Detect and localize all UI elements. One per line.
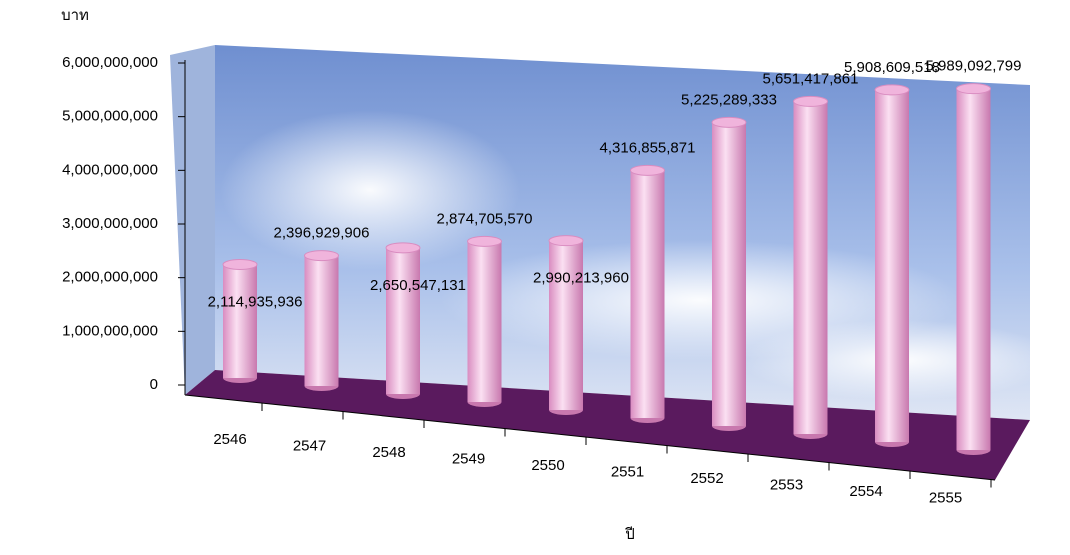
value-label: 5,225,289,333 (681, 91, 777, 108)
y-tick-label: 1,000,000,000 (62, 322, 158, 339)
x-tick-label: 2547 (293, 437, 326, 454)
bar (630, 170, 665, 418)
bar (712, 122, 746, 426)
x-tick-label: 2553 (770, 476, 803, 493)
bar (467, 241, 502, 402)
bar-top (385, 242, 421, 254)
bar-top (956, 83, 991, 95)
value-label: 2,650,547,131 (370, 277, 466, 294)
bar-top (467, 235, 502, 247)
bar (223, 264, 257, 378)
y-tick-label: 6,000,000,000 (62, 54, 158, 71)
bar (793, 101, 828, 434)
y-tick-label: 4,000,000,000 (62, 161, 158, 178)
bar (386, 247, 420, 394)
bar (875, 89, 909, 443)
value-label: 2,874,705,570 (437, 210, 533, 227)
value-label: 4,316,855,871 (600, 139, 696, 156)
bar (956, 88, 991, 450)
x-tick-label: 2548 (372, 444, 405, 461)
x-tick-label: 2549 (452, 450, 485, 467)
value-label: 5,908,609,518 (844, 59, 940, 76)
bar-top (222, 258, 258, 270)
x-axis (184, 394, 996, 481)
side-wall (170, 45, 215, 395)
x-tick-label: 2550 (531, 457, 564, 474)
value-label: 2,114,935,936 (208, 293, 303, 310)
y-axis-title: บาท (61, 7, 89, 24)
x-axis-title: ปี (624, 526, 634, 543)
value-label: 2,990,213,960 (533, 270, 629, 287)
value-label: 5,989,092,799 (926, 58, 1022, 75)
x-tick-label: 2551 (611, 463, 644, 480)
y-tick-label: 5,000,000,000 (62, 108, 158, 125)
bar-top (548, 235, 584, 247)
bar (549, 240, 583, 410)
y-tick-label: 3,000,000,000 (62, 215, 158, 232)
bar-top (874, 84, 910, 96)
bar-top (304, 250, 339, 262)
y-tick-label: 2,000,000,000 (62, 269, 158, 286)
value-label: 2,396,929,906 (274, 225, 370, 242)
y-tick-label: 0 (150, 376, 158, 393)
x-tick-label: 2554 (849, 483, 882, 500)
bar-top (793, 95, 828, 107)
bar-top (711, 116, 747, 128)
cloud (220, 110, 520, 270)
x-tick-label: 2552 (690, 470, 723, 487)
x-tick-label: 2546 (213, 431, 246, 448)
bar-top (630, 164, 665, 176)
x-tick-label: 2555 (929, 489, 962, 506)
bar (304, 255, 339, 386)
value-label: 5,651,417,861 (763, 70, 859, 87)
